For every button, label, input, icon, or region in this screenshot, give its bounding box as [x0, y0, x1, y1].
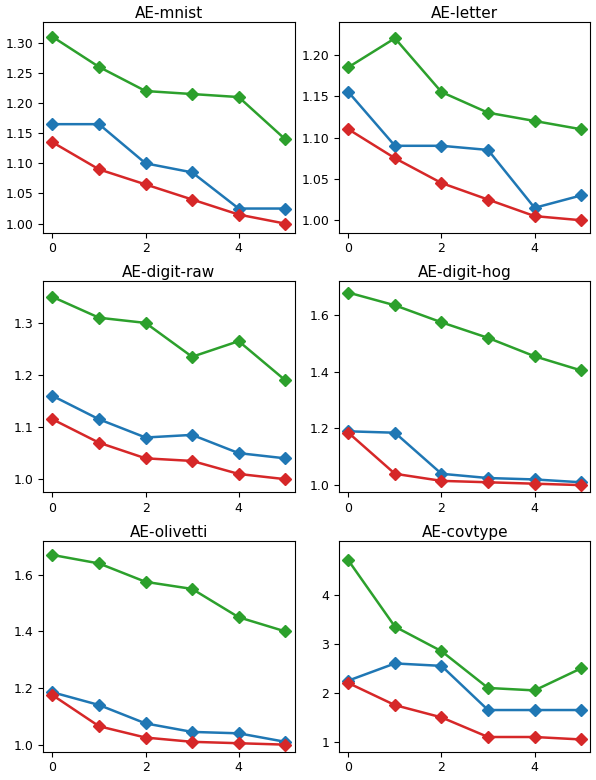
Title: AE-olivetti: AE-olivetti	[130, 525, 208, 540]
Title: AE-covtype: AE-covtype	[421, 525, 508, 540]
Title: AE-digit-hog: AE-digit-hog	[418, 265, 511, 280]
Title: AE-letter: AE-letter	[431, 5, 498, 20]
Title: AE-mnist: AE-mnist	[135, 5, 203, 20]
Title: AE-digit-raw: AE-digit-raw	[122, 265, 216, 280]
